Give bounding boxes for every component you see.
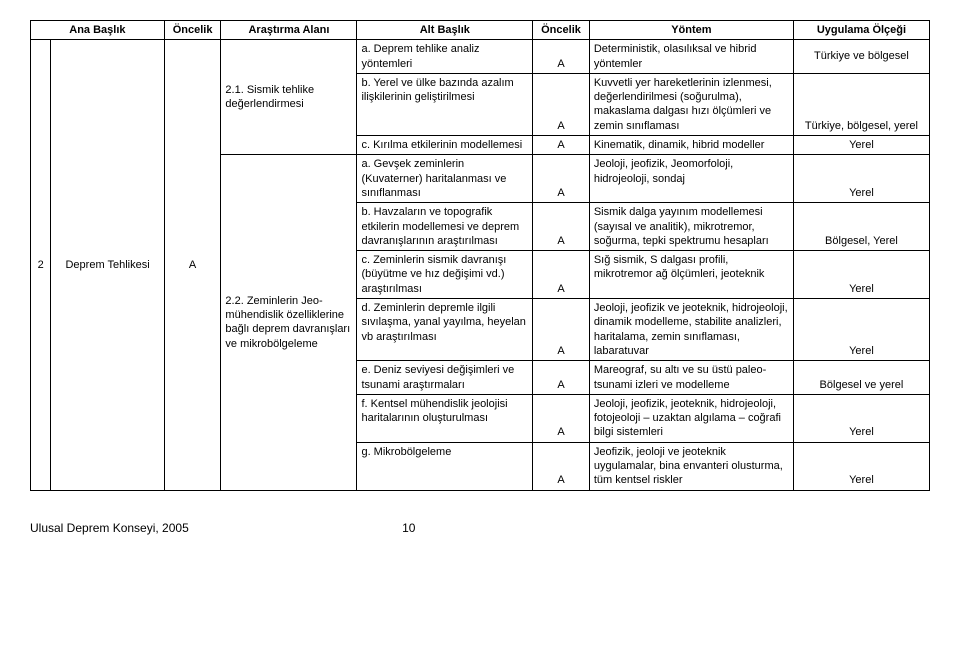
row-pri: A <box>533 394 590 442</box>
row-method: Sığ sismik, S dalgası profili, mikrotrem… <box>589 251 793 299</box>
row-scale: Yerel <box>793 251 929 299</box>
row-sub: c. Kırılma etkilerinin modellemesi <box>357 136 533 155</box>
row-scale: Yerel <box>793 136 929 155</box>
row-method: Jeoloji, jeofizik, Jeomorfoloji, hidroje… <box>589 155 793 203</box>
row-scale: Yerel <box>793 394 929 442</box>
row-sub: a. Deprem tehlike analiz yöntemleri <box>357 40 533 74</box>
row-method: Kinematik, dinamik, hibrid modeller <box>589 136 793 155</box>
row-sub: f. Kentsel mühendislik jeolojisi harital… <box>357 394 533 442</box>
row-scale: Türkiye, bölgesel, yerel <box>793 73 929 135</box>
header-uygulama-olcegi: Uygulama Ölçeği <box>793 21 929 40</box>
data-table: Ana Başlık Öncelik Araştırma Alanı Alt B… <box>30 20 930 491</box>
row-method: Deterministik, olasılıksal ve hibrid yön… <box>589 40 793 74</box>
row-scale: Türkiye ve bölgesel <box>793 40 929 74</box>
header-arastirma-alani: Araştırma Alanı <box>221 21 357 40</box>
header-ana-baslik: Ana Başlık <box>31 21 165 40</box>
row-method: Sismik dalga yayınım modellemesi (sayısa… <box>589 203 793 251</box>
header-alt-baslik: Alt Başlık <box>357 21 533 40</box>
header-oncelik1: Öncelik <box>164 21 221 40</box>
row-sub: e. Deniz seviyesi değişimleri ve tsunami… <box>357 361 533 395</box>
page-footer: Ulusal Deprem Konseyi, 2005 10 <box>30 521 930 535</box>
row-sub: a. Gevşek zeminlerin (Kuvaterner) harita… <box>357 155 533 203</box>
row-pri: A <box>533 299 590 361</box>
row-sub: c. Zeminlerin sismik davranışı (büyütme … <box>357 251 533 299</box>
row-method: Kuvvetli yer hareketlerinin izlenmesi, d… <box>589 73 793 135</box>
footer-page: 10 <box>402 521 415 535</box>
row-sub: g. Mikrobölgeleme <box>357 442 533 490</box>
row-scale: Yerel <box>793 442 929 490</box>
row-pri: A <box>533 203 590 251</box>
row-pri: A <box>533 155 590 203</box>
row-method: Mareograf, su altı ve su üstü paleo-tsun… <box>589 361 793 395</box>
footer-source: Ulusal Deprem Konseyi, 2005 <box>30 521 189 535</box>
row-method: Jeofizik, jeoloji ve jeoteknik uygulamal… <box>589 442 793 490</box>
main-num: 2 <box>31 40 51 490</box>
row-sub: b. Havzaların ve topografik etkilerin mo… <box>357 203 533 251</box>
row-pri: A <box>533 251 590 299</box>
row-method: Jeoloji, jeofizik ve jeoteknik, hidrojeo… <box>589 299 793 361</box>
row-method: Jeoloji, jeofizik, jeoteknik, hidrojeolo… <box>589 394 793 442</box>
area-1: 2.1. Sismik tehlike değerlendirmesi <box>221 40 357 155</box>
row-pri: A <box>533 361 590 395</box>
row-scale: Bölgesel ve yerel <box>793 361 929 395</box>
row-scale: Bölgesel, Yerel <box>793 203 929 251</box>
row-pri: A <box>533 136 590 155</box>
main-title: Deprem Tehlikesi <box>51 40 164 490</box>
area-2: 2.2. Zeminlerin Jeo-mühendislik özellikl… <box>221 155 357 490</box>
row-sub: b. Yerel ve ülke bazında azalım ilişkile… <box>357 73 533 135</box>
row-scale: Yerel <box>793 299 929 361</box>
row-sub: d. Zeminlerin depremle ilgili sıvılaşma,… <box>357 299 533 361</box>
row-scale: Yerel <box>793 155 929 203</box>
header-oncelik2: Öncelik <box>533 21 590 40</box>
row-pri: A <box>533 40 590 74</box>
row-pri: A <box>533 73 590 135</box>
main-priority: A <box>164 40 221 490</box>
header-yontem: Yöntem <box>589 21 793 40</box>
row-pri: A <box>533 442 590 490</box>
